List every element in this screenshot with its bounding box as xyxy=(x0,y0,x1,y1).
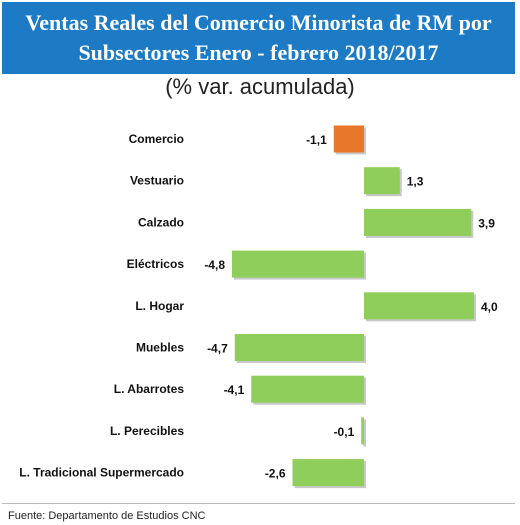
bar xyxy=(251,375,364,403)
bar xyxy=(364,292,474,320)
bar xyxy=(292,459,364,487)
data-label: 4,0 xyxy=(481,300,498,314)
data-label: -4,1 xyxy=(224,383,245,397)
footer-divider xyxy=(2,503,515,504)
data-label: -4,8 xyxy=(204,258,225,272)
data-label: -0,1 xyxy=(334,425,355,439)
category-label: Vestuario xyxy=(130,174,184,188)
category-label: L. Perecibles xyxy=(110,424,184,438)
data-label: -2,6 xyxy=(265,467,286,481)
category-label: Calzado xyxy=(138,215,184,229)
bar xyxy=(364,208,472,236)
data-label: 1,3 xyxy=(407,175,424,189)
bar xyxy=(232,250,364,278)
data-label: -1,1 xyxy=(306,133,327,147)
category-label: Comercio xyxy=(129,132,184,146)
chart-subtitle: (% var. acumulada) xyxy=(165,74,355,99)
title-banner: Ventas Reales del Comercio Minorista de … xyxy=(2,2,515,74)
data-label: 3,9 xyxy=(478,216,495,230)
bar xyxy=(234,334,364,361)
category-label: Muebles xyxy=(136,341,184,355)
data-label: -4,7 xyxy=(207,342,228,356)
category-label: L. Tradicional Supermercado xyxy=(19,466,184,480)
chart-title-line-2: Subsectores Enero - febrero 2018/2017 xyxy=(78,40,439,65)
bar-shadow xyxy=(363,419,366,447)
source-note: Fuente: Departamento de Estudios CNC xyxy=(8,510,206,522)
bar-chart: Comercio -1,1 Vestuario 1,3 Calzado 3,9 Eléctr… xyxy=(19,125,498,489)
bar xyxy=(361,417,364,445)
bar xyxy=(364,167,400,195)
category-label: Eléctricos xyxy=(127,257,185,271)
category-label: L. Abarrotes xyxy=(114,382,185,396)
bar xyxy=(333,125,364,153)
category-label: L. Hogar xyxy=(135,299,184,313)
chart-title-line-1: Ventas Reales del Comercio Minorista de … xyxy=(25,10,492,35)
